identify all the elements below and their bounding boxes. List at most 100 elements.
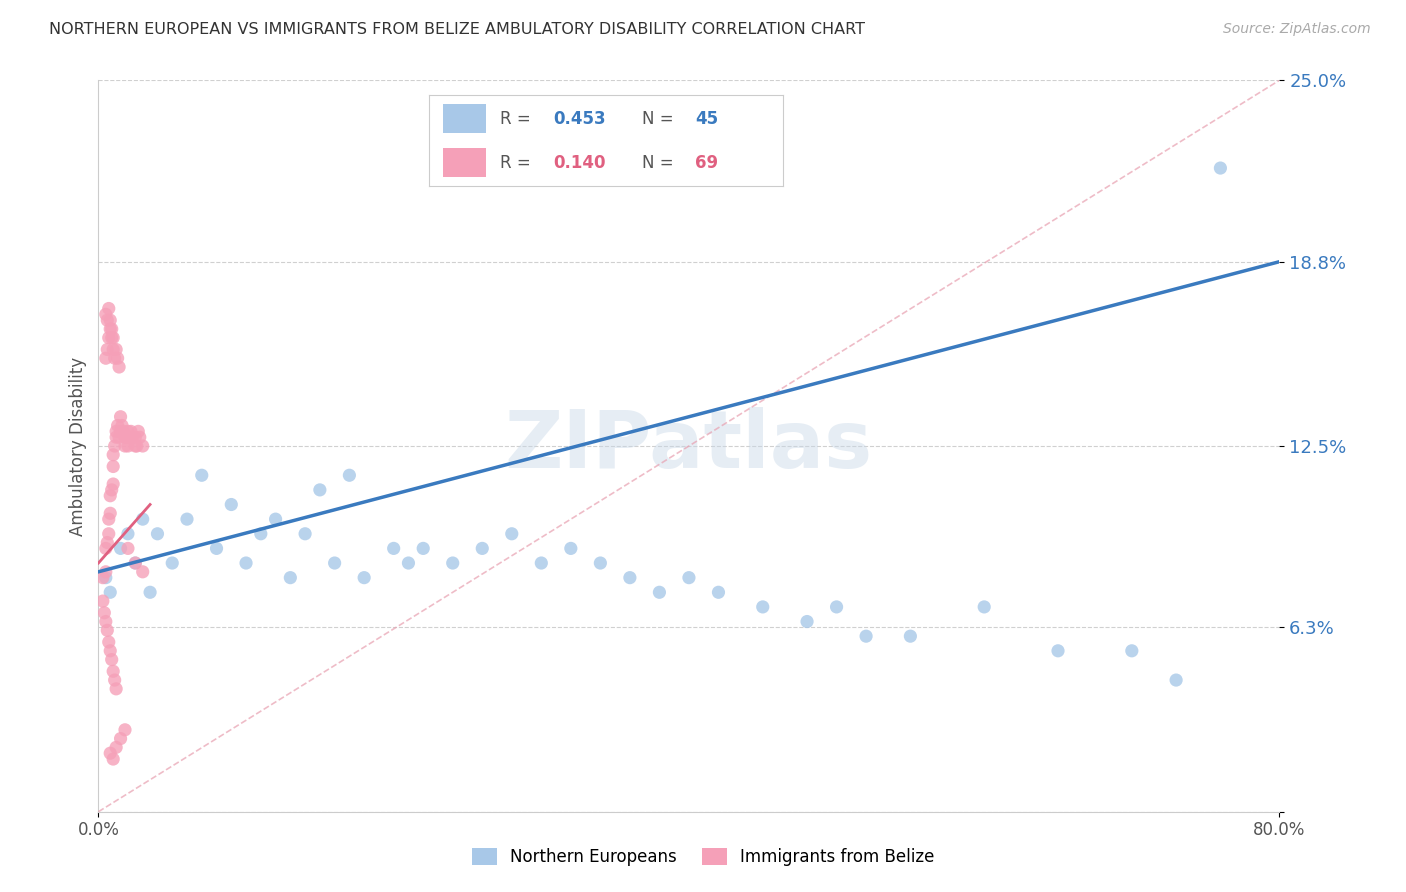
Point [205,541,228,556]
Point [124,439,146,453]
Point [117,439,139,453]
Point [235,556,257,570]
Point [108,430,131,444]
Point [111,418,134,433]
Point [103,343,125,357]
Point [132,565,155,579]
Point [1046,644,1070,658]
Point [176,512,198,526]
Point [648,585,671,599]
Point [264,512,287,526]
Point [221,498,243,512]
Point [339,468,361,483]
Point [398,556,420,570]
Point [117,541,139,556]
Point [441,556,464,570]
Point [97,331,120,345]
Point [91,571,114,585]
Point [124,556,146,570]
Text: NORTHERN EUROPEAN VS IMMIGRANTS FROM BELIZE AMBULATORY DISABILITY CORRELATION CH: NORTHERN EUROPEAN VS IMMIGRANTS FROM BEL… [49,22,865,37]
Point [97,526,120,541]
Point [139,585,162,599]
Point [110,541,132,556]
Point [104,673,127,687]
Point [619,571,641,585]
Point [117,526,139,541]
Point [94,541,117,556]
Point [309,483,332,497]
Point [94,615,117,629]
Point [162,556,183,570]
Point [97,301,120,316]
Point [146,526,169,541]
Point [94,307,117,321]
Point [120,425,142,439]
Point [100,652,122,666]
Point [100,483,122,497]
Point [114,430,136,444]
Point [855,629,877,643]
Point [94,565,117,579]
Point [191,468,214,483]
Y-axis label: Ambulatory Disability: Ambulatory Disability [69,357,87,535]
Point [105,425,128,439]
Point [825,599,848,614]
Point [280,571,302,585]
Point [560,541,582,556]
Point [1209,161,1232,175]
Point [118,430,141,444]
Text: ZIPatlas: ZIPatlas [505,407,873,485]
Point [752,599,775,614]
Point [103,665,125,679]
Point [121,430,143,444]
Point [96,535,118,549]
Point [117,425,139,439]
Point [98,644,121,658]
Point [1166,673,1188,687]
Point [112,425,135,439]
Point [110,731,132,746]
Point [98,746,121,760]
Point [796,615,818,629]
Point [107,418,129,433]
Point [98,585,121,599]
Point [103,448,125,462]
Point [94,571,117,585]
Point [108,359,131,374]
Point [294,526,316,541]
Point [323,556,346,570]
Point [382,541,405,556]
Point [98,506,121,520]
Point [105,740,128,755]
Point [107,351,129,366]
Point [94,351,117,366]
Point [132,512,155,526]
Text: Source: ZipAtlas.com: Source: ZipAtlas.com [1223,22,1371,37]
Point [98,489,121,503]
Point [97,512,120,526]
Point [110,409,132,424]
Point [127,425,149,439]
Point [707,585,730,599]
Point [589,556,612,570]
Point [114,439,136,453]
Point [412,541,434,556]
Point [100,322,122,336]
Point [678,571,700,585]
Point [900,629,922,643]
Point [1121,644,1143,658]
Point [353,571,375,585]
Point [103,331,125,345]
Point [100,331,122,345]
Point [530,556,553,570]
Point [125,439,148,453]
Point [103,752,125,766]
Point [96,343,118,357]
Point [124,430,146,444]
Point [114,723,136,737]
Point [93,606,115,620]
Point [115,430,138,444]
Point [104,439,127,453]
Point [103,459,125,474]
Point [105,343,128,357]
